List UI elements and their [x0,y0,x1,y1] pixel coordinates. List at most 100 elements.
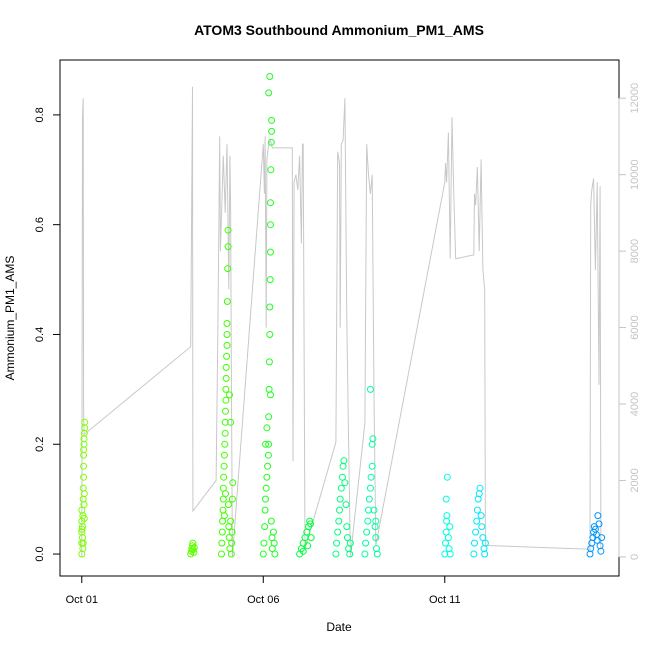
data-point-s6-17 [372,517,380,525]
data-point-s6-11 [366,385,374,393]
data-point-s2-28 [225,534,233,542]
data-point-s8-13 [481,539,489,547]
data-points [78,73,606,558]
data-point-s2-19 [223,341,231,349]
data-point-s9-12 [597,547,605,555]
data-point-s2-14 [222,396,230,404]
y-tick-label-0: 0.0 [34,546,46,561]
data-point-s8-9 [478,523,486,531]
secondary-y-axis: 0 2000 4000 6000 8000 10000 12000 [618,83,641,560]
data-point-s1-3 [189,542,196,550]
data-point-s2-39 [222,490,229,498]
data-point-s3-5 [262,484,270,492]
data-point-s3-29 [269,528,277,536]
data-point-s6-6 [366,484,374,492]
data-point-s7-9 [446,523,454,531]
y-axis-label: Ammonium_PM1_AMS [3,256,17,381]
data-point-s6-10 [369,435,377,443]
data-point-s3-32 [263,424,271,432]
data-point-s8-1 [471,539,478,547]
data-point-s3-12 [265,358,273,366]
data-point-s4-8 [307,534,315,542]
x-axis: Oct 01 Oct 06 Oct 11 [66,575,461,606]
data-point-s5-7 [338,473,346,481]
data-point-s2-34 [228,495,236,503]
data-point-s2-21 [223,320,231,327]
data-point-s2-31 [227,550,235,558]
data-point-s3-20 [267,138,275,146]
data-point-s3-4 [262,495,269,503]
data-point-s2-8 [220,462,228,470]
data-point-s3-25 [267,391,274,399]
data-point-s6-2 [363,528,371,536]
y2-tick-label-6: 12000 [629,83,641,114]
data-point-s7-7 [444,534,452,542]
data-point-s7-0 [441,550,449,558]
data-point-s5-9 [340,457,348,465]
data-point-s5-5 [336,495,344,503]
chart-title: ATOM3 Southbound Ammonium_PM1_AMS [194,22,484,38]
data-point-s3-3 [261,506,269,514]
data-point-s2-30 [227,517,235,525]
data-point-s3-21 [268,127,276,135]
x-axis-label: Date [326,620,352,634]
data-point-s3-0 [259,550,267,558]
data-point-s9-0 [586,550,594,558]
y2-tick-label-0: 0 [629,554,641,560]
data-point-s2-7 [220,473,228,481]
data-point-s2-16 [222,374,230,382]
data-point-s3-33 [262,440,269,448]
data-point-s3-13 [266,331,274,338]
data-point-s2-13 [222,407,229,415]
data-point-s0-21 [80,490,88,498]
data-point-s3-9 [265,440,273,448]
data-point-s3-22 [268,116,276,124]
data-point-s2-20 [223,331,231,338]
data-point-s2-12 [221,418,229,426]
data-point-s0-20 [80,501,88,509]
altitude-series [81,86,602,557]
data-point-s3-30 [270,539,278,547]
data-point-s2-32 [228,539,236,547]
data-point-s5-10 [341,479,349,487]
data-point-s4-6 [306,517,314,525]
data-point-s0-12 [80,462,88,470]
y2-tick-label-4: 8000 [629,239,641,263]
data-point-s0-24 [80,514,88,522]
data-point-s0-14 [80,446,88,454]
data-point-s3-23 [265,89,273,97]
data-point-s6-8 [368,462,376,470]
data-point-s2-33 [228,528,236,536]
data-point-s2-26 [224,501,232,509]
data-point-s8-12 [481,550,489,558]
data-point-s8-8 [477,512,485,520]
data-point-s2-9 [220,451,228,459]
y-tick-label-1: 0.2 [34,437,46,452]
data-point-s6-1 [362,539,370,547]
data-point-s3-19 [267,166,275,174]
data-point-s2-36 [227,418,235,426]
data-point-s2-10 [221,440,229,448]
data-point-s2-38 [220,512,228,520]
y2-tick-label-5: 10000 [629,159,641,190]
data-point-s8-4 [473,506,481,514]
data-point-s5-0 [332,550,340,558]
data-point-s2-37 [226,391,233,399]
data-point-s5-11 [342,501,350,509]
data-point-s5-1 [333,539,341,547]
data-point-s2-15 [222,385,230,393]
x-tick-label-2: Oct 11 [429,594,461,606]
data-point-s8-0 [470,550,478,558]
data-point-s8-7 [476,484,484,492]
data-point-s1-6 [190,548,198,556]
data-point-s3-8 [264,451,272,459]
data-point-s3-15 [266,276,274,284]
data-point-s2-11 [221,429,229,437]
data-point-s3-10 [265,413,273,421]
data-point-s3-2 [261,523,269,531]
data-point-s2-1 [218,539,226,547]
y-tick-label-2: 0.4 [34,327,46,342]
data-point-s9-13 [598,534,606,542]
data-point-s3-6 [263,473,271,481]
